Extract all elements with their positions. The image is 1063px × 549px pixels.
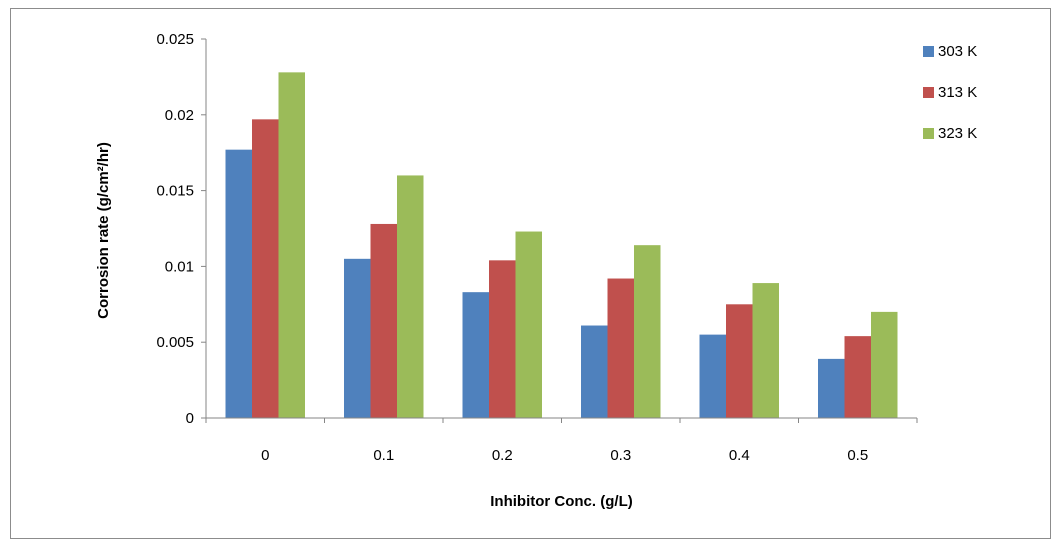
- bar-323k-0_5: [871, 311, 898, 418]
- bar-303k-0: [225, 149, 252, 418]
- legend-swatch: [923, 87, 934, 98]
- axes-group: [205, 39, 917, 419]
- bar-323k-0_1: [397, 175, 424, 418]
- bar-313k-0_4: [726, 304, 753, 418]
- bar-313k-0_2: [489, 260, 516, 418]
- bar-313k-0_5: [844, 336, 871, 418]
- x-tick-label: 0.4: [729, 447, 750, 464]
- y-ticks: 0 0.005 0.01 0.015 0.02 0.025: [156, 31, 206, 427]
- bar-323k-0_2: [515, 231, 542, 418]
- y-axis-title: Corrosion rate (g/cm²/hr): [95, 142, 112, 319]
- legend-label: 313 K: [938, 84, 977, 101]
- x-tick-label: 0.1: [373, 447, 394, 464]
- bar-303k-0_2: [462, 292, 489, 418]
- y-tick-label: 0.01: [165, 258, 194, 275]
- legend-swatch: [923, 46, 934, 57]
- x-tick-label: 0.3: [610, 447, 631, 464]
- bar-313k-0: [252, 119, 279, 419]
- bar-303k-0_3: [581, 325, 608, 418]
- legend-label: 303 K: [938, 43, 977, 60]
- x-ticks: 0 0.1 0.2 0.3 0.4 0.5: [205, 418, 918, 464]
- y-tick-label: 0.025: [156, 31, 194, 48]
- x-tick-label: 0.5: [847, 447, 868, 464]
- y-tick-label: 0: [186, 410, 194, 427]
- bar-323k-0: [278, 72, 305, 419]
- bar-303k-0_4: [699, 334, 726, 418]
- y-tick-label: 0.02: [165, 107, 194, 124]
- x-axis-title: Inhibitor Conc. (g/L): [490, 493, 632, 510]
- x-tick-label: 0.2: [492, 447, 513, 464]
- legend-label: 323 K: [938, 125, 977, 142]
- bar-303k-0_1: [344, 258, 371, 418]
- bar-303k-0_5: [818, 358, 845, 418]
- y-tick-label: 0.005: [156, 334, 194, 351]
- y-tick-label: 0.015: [156, 183, 194, 200]
- legend: 303 K 313 K 323 K: [923, 43, 977, 142]
- bar-313k-0_1: [370, 223, 397, 418]
- bar-323k-0_3: [634, 245, 661, 418]
- bars-group: [225, 72, 898, 419]
- bar-323k-0_4: [752, 283, 779, 418]
- legend-swatch: [923, 128, 934, 139]
- x-tick-label: 0: [261, 447, 269, 464]
- bar-313k-0_3: [607, 278, 634, 418]
